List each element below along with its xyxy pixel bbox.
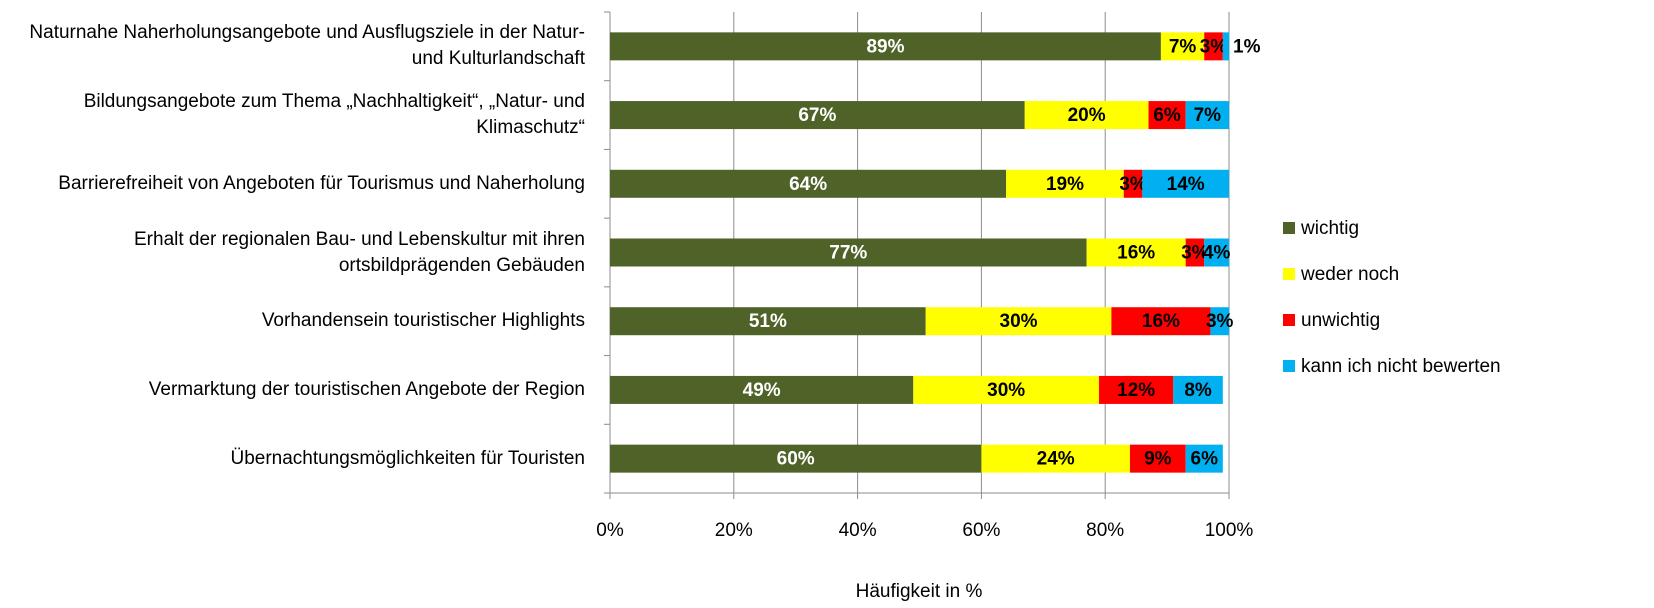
x-tick-label: 0% xyxy=(596,520,624,541)
data-label: 9% xyxy=(1144,449,1172,470)
legend-swatch xyxy=(1283,360,1295,372)
data-label: 67% xyxy=(798,105,836,126)
bar-segment xyxy=(981,444,1130,473)
data-label: 1% xyxy=(1233,36,1261,57)
bar-segment xyxy=(925,307,1112,336)
bar-segment xyxy=(1111,307,1211,336)
x-axis-title: Häufigkeit in % xyxy=(856,581,983,602)
data-label: 6% xyxy=(1153,105,1181,126)
data-label: 19% xyxy=(1046,174,1084,195)
data-label: 7% xyxy=(1169,36,1197,57)
data-label: 4% xyxy=(1203,243,1231,264)
bar-segment xyxy=(1185,444,1223,473)
data-label: 60% xyxy=(777,449,815,470)
bar-segment xyxy=(1142,169,1229,198)
legend-swatch xyxy=(1283,268,1295,280)
y-tick-label: Naturnahe Naherholungsangebote und Ausfl… xyxy=(29,22,585,70)
bar-segment xyxy=(610,444,982,473)
data-label: 3% xyxy=(1206,311,1234,332)
bar-segment xyxy=(1204,238,1229,267)
x-tick-label: 80% xyxy=(1086,520,1124,541)
x-tick-label: 20% xyxy=(715,520,753,541)
data-label: 3% xyxy=(1200,36,1228,57)
legend-swatch xyxy=(1283,314,1295,326)
data-label: 16% xyxy=(1117,243,1155,264)
bar-segment xyxy=(1160,32,1205,61)
bar-segment xyxy=(610,238,1087,267)
legend-label: wichtig xyxy=(1300,218,1359,239)
data-label: 24% xyxy=(1037,449,1075,470)
bar-segment xyxy=(1204,32,1223,61)
bar-segment xyxy=(1185,238,1205,267)
data-label: 20% xyxy=(1068,105,1106,126)
data-label: 3% xyxy=(1181,243,1209,264)
data-label: 49% xyxy=(743,380,781,401)
data-label: 51% xyxy=(749,311,787,332)
data-label: 30% xyxy=(987,380,1025,401)
bar-segment xyxy=(610,307,926,336)
bar-segment xyxy=(1148,101,1186,130)
legend-label: unwichtig xyxy=(1301,310,1380,331)
bar-segment xyxy=(1222,32,1229,61)
legend-label: kann ich nicht bewerten xyxy=(1301,356,1501,377)
legend-label: weder noch xyxy=(1300,264,1399,285)
data-label: 64% xyxy=(789,174,827,195)
x-tick-label: 60% xyxy=(962,520,1000,541)
data-label: 7% xyxy=(1194,105,1222,126)
bar-segment xyxy=(1185,101,1229,130)
bar-segment xyxy=(610,169,1007,198)
bar-segment xyxy=(610,101,1025,130)
bar-segment xyxy=(1086,238,1186,267)
bar-segment xyxy=(1210,307,1229,336)
bar-segment xyxy=(1099,375,1174,404)
bar-segment xyxy=(1173,375,1223,404)
bar-segment xyxy=(1024,101,1149,130)
x-tick-label: 40% xyxy=(839,520,877,541)
bar-segment xyxy=(1123,169,1143,198)
y-tick-label: Bildungsangebote zum Thema „Nachhaltigke… xyxy=(83,91,585,139)
data-label: 6% xyxy=(1191,449,1219,470)
bar-segment xyxy=(1006,169,1124,198)
data-label: 12% xyxy=(1117,380,1155,401)
data-label: 16% xyxy=(1142,311,1180,332)
data-label: 77% xyxy=(829,243,867,264)
data-label: 3% xyxy=(1119,174,1147,195)
bar-segment xyxy=(913,375,1100,404)
bar-segment xyxy=(610,375,914,404)
y-tick-label: Barrierefreiheit von Angeboten für Touri… xyxy=(58,172,585,194)
data-label: 14% xyxy=(1167,174,1205,195)
data-label: 89% xyxy=(866,36,904,57)
legend-swatch xyxy=(1283,222,1295,234)
y-tick-label: Vermarktung der touristischen Angebote d… xyxy=(148,378,585,400)
bar-segment xyxy=(1129,444,1186,473)
y-tick-label: Übernachtungsmöglichkeiten für Touristen xyxy=(230,447,585,469)
x-tick-label: 100% xyxy=(1205,520,1254,541)
data-label: 30% xyxy=(1000,311,1038,332)
y-tick-label: Erhalt der regionalen Bau- und Lebenskul… xyxy=(134,228,585,276)
bar-segment xyxy=(610,32,1161,61)
data-label: 8% xyxy=(1184,380,1212,401)
y-tick-label: Vorhandensein touristischer Highlights xyxy=(261,310,585,332)
